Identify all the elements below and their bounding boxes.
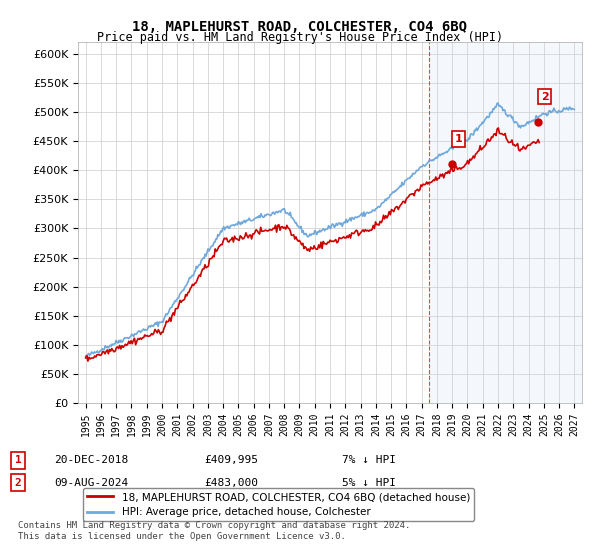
Text: 1: 1 — [455, 134, 463, 144]
Text: 2: 2 — [14, 478, 22, 488]
Text: £483,000: £483,000 — [204, 478, 258, 488]
Text: 18, MAPLEHURST ROAD, COLCHESTER, CO4 6BQ: 18, MAPLEHURST ROAD, COLCHESTER, CO4 6BQ — [133, 20, 467, 34]
Text: 09-AUG-2024: 09-AUG-2024 — [54, 478, 128, 488]
Text: Contains HM Land Registry data © Crown copyright and database right 2024.
This d: Contains HM Land Registry data © Crown c… — [18, 521, 410, 540]
Text: Price paid vs. HM Land Registry's House Price Index (HPI): Price paid vs. HM Land Registry's House … — [97, 31, 503, 44]
Text: 1: 1 — [14, 455, 22, 465]
Text: 5% ↓ HPI: 5% ↓ HPI — [342, 478, 396, 488]
Text: 20-DEC-2018: 20-DEC-2018 — [54, 455, 128, 465]
Bar — [429, 42, 582, 403]
Text: £409,995: £409,995 — [204, 455, 258, 465]
Text: 2: 2 — [541, 92, 548, 102]
Text: 7% ↓ HPI: 7% ↓ HPI — [342, 455, 396, 465]
Legend: 18, MAPLEHURST ROAD, COLCHESTER, CO4 6BQ (detached house), HPI: Average price, d: 18, MAPLEHURST ROAD, COLCHESTER, CO4 6BQ… — [83, 488, 474, 521]
